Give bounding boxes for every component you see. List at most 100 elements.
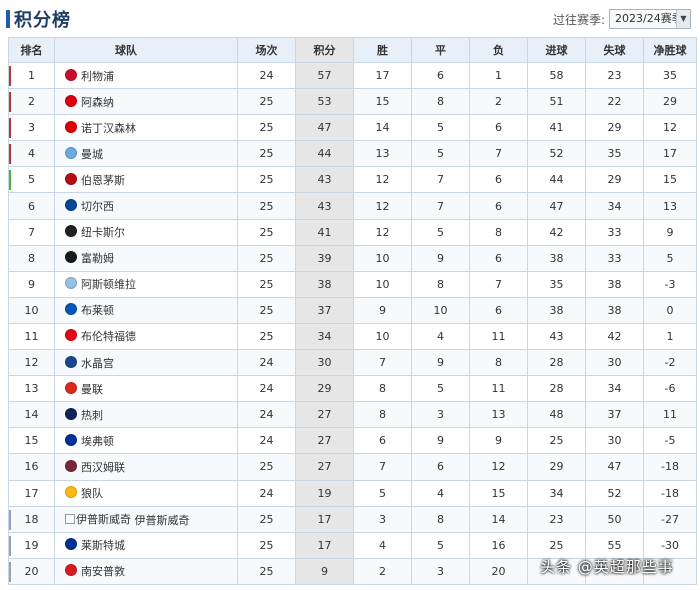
team-cell[interactable]: 曼联 <box>54 375 238 403</box>
table-row[interactable]: 3 诺丁汉森林 25 47 14 5 6 41 29 12 <box>8 114 697 142</box>
team-name[interactable]: 布伦特福德 <box>81 330 136 344</box>
team-name[interactable]: 切尔西 <box>81 200 114 214</box>
team-name[interactable]: 曼联 <box>81 382 103 396</box>
team-name[interactable]: 热刺 <box>81 408 103 422</box>
team-cell[interactable]: 埃弗顿 <box>54 427 238 455</box>
table-row[interactable]: 5 伯恩茅斯 25 43 12 7 6 44 29 15 <box>8 166 697 194</box>
goals-against-cell: 42 <box>585 322 644 351</box>
goals-for-cell: 51 <box>527 88 586 116</box>
team-cell[interactable]: 热刺 <box>54 401 238 429</box>
col-header-played[interactable]: 场次 <box>237 37 296 63</box>
rank-cell: 16 <box>8 453 55 481</box>
team-name[interactable]: 布莱顿 <box>81 304 114 318</box>
table-row[interactable]: 8 富勒姆 25 39 10 9 6 38 33 5 <box>8 244 697 272</box>
draws-cell: 3 <box>411 401 470 429</box>
team-name[interactable]: 莱斯特城 <box>81 539 125 553</box>
points-cell: 38 <box>295 270 354 298</box>
team-cell[interactable]: 伊普斯威奇 伊普斯威奇 <box>54 505 238 533</box>
team-name[interactable]: 埃弗顿 <box>81 434 114 448</box>
team-badge-icon <box>65 381 77 394</box>
table-row[interactable]: 1 利物浦 24 57 17 6 1 58 23 35 <box>8 61 697 90</box>
goal-diff-cell: 15 <box>643 166 697 194</box>
team-cell[interactable]: 伯恩茅斯 <box>54 166 238 194</box>
col-header-team[interactable]: 球队 <box>54 37 238 63</box>
team-name[interactable]: 阿斯顿维拉 <box>81 278 136 292</box>
points-cell: 39 <box>295 244 354 272</box>
team-name[interactable]: 狼队 <box>81 487 103 501</box>
col-header-goals-for[interactable]: 进球 <box>527 37 586 63</box>
team-cell[interactable]: 切尔西 <box>54 192 238 220</box>
team-badge-icon <box>65 146 77 159</box>
team-name[interactable]: 西汉姆联 <box>81 460 125 474</box>
table-row[interactable]: 11 布伦特福德 25 34 10 4 11 43 42 1 <box>8 322 697 351</box>
team-cell[interactable]: 布莱顿 <box>54 296 238 324</box>
team-badge-icon <box>65 538 77 551</box>
table-row[interactable]: 9 阿斯顿维拉 25 38 10 8 7 35 38 -3 <box>8 270 697 298</box>
team-cell[interactable]: 纽卡斯尔 <box>54 218 238 246</box>
table-row[interactable]: 2 阿森纳 25 53 15 8 2 51 22 29 <box>8 88 697 116</box>
draws-cell: 6 <box>411 61 470 90</box>
goal-diff-cell: -30 <box>643 531 697 559</box>
table-row[interactable]: 12 水晶宫 24 30 7 9 8 28 30 -2 <box>8 349 697 377</box>
table-row[interactable]: 20 南安普敦 25 9 2 3 20 <box>8 557 697 585</box>
team-name[interactable]: 利物浦 <box>81 69 114 83</box>
draws-cell: 9 <box>411 349 470 377</box>
goal-diff-cell: -18 <box>643 453 697 481</box>
col-header-points[interactable]: 积分 <box>295 37 354 63</box>
draws-cell: 10 <box>411 296 470 324</box>
points-cell: 43 <box>295 192 354 220</box>
season-select[interactable]: 2023/24赛季 ▼ <box>609 9 691 29</box>
team-cell[interactable]: 狼队 <box>54 479 238 507</box>
table-row[interactable]: 10 布莱顿 25 37 9 10 6 38 38 0 <box>8 296 697 324</box>
team-name[interactable]: 阿森纳 <box>81 95 114 109</box>
team-name[interactable]: 伯恩茅斯 <box>81 173 125 187</box>
goal-diff-cell: 11 <box>643 401 697 429</box>
played-cell: 25 <box>237 322 296 351</box>
team-cell[interactable]: 利物浦 <box>54 61 238 90</box>
table-row[interactable]: 15 埃弗顿 24 27 6 9 9 25 30 -5 <box>8 427 697 455</box>
table-header-row: 排名 球队 场次 积分 胜 平 负 进球 失球 净胜球 <box>8 37 697 63</box>
team-cell[interactable]: 阿斯顿维拉 <box>54 270 238 298</box>
team-name[interactable]: 富勒姆 <box>81 252 114 266</box>
goals-against-cell: 55 <box>585 531 644 559</box>
rank-cell: 13 <box>8 375 55 403</box>
col-header-losses[interactable]: 负 <box>469 37 528 63</box>
team-cell[interactable]: 曼城 <box>54 140 238 168</box>
table-row[interactable]: 13 曼联 24 29 8 5 11 28 34 -6 <box>8 375 697 403</box>
team-cell[interactable]: 莱斯特城 <box>54 531 238 559</box>
col-header-goals-against[interactable]: 失球 <box>585 37 644 63</box>
team-name[interactable]: 纽卡斯尔 <box>81 226 125 240</box>
col-header-goal-diff[interactable]: 净胜球 <box>643 37 697 63</box>
table-row[interactable]: 14 热刺 24 27 8 3 13 48 37 11 <box>8 401 697 429</box>
col-header-draws[interactable]: 平 <box>411 37 470 63</box>
table-row[interactable]: 6 切尔西 25 43 12 7 6 47 34 13 <box>8 192 697 220</box>
table-row[interactable]: 7 纽卡斯尔 25 41 12 5 8 42 33 9 <box>8 218 697 246</box>
rank-cell: 11 <box>8 322 55 351</box>
team-cell[interactable]: 西汉姆联 <box>54 453 238 481</box>
draws-cell: 5 <box>411 375 470 403</box>
table-row[interactable]: 19 莱斯特城 25 17 4 5 16 25 55 -30 <box>8 531 697 559</box>
draws-cell: 5 <box>411 531 470 559</box>
losses-cell: 7 <box>469 270 528 298</box>
points-cell: 53 <box>295 88 354 116</box>
losses-cell: 9 <box>469 427 528 455</box>
table-row[interactable]: 4 曼城 25 44 13 5 7 52 35 17 <box>8 140 697 168</box>
team-name[interactable]: 水晶宫 <box>81 356 114 370</box>
chevron-down-icon[interactable]: ▼ <box>676 10 690 28</box>
col-header-rank[interactable]: 排名 <box>8 37 55 63</box>
team-name[interactable]: 诺丁汉森林 <box>81 121 136 135</box>
team-cell[interactable]: 布伦特福德 <box>54 322 238 351</box>
team-cell[interactable]: 水晶宫 <box>54 349 238 377</box>
team-cell[interactable]: 富勒姆 <box>54 244 238 272</box>
table-row[interactable]: 18 伊普斯威奇 伊普斯威奇 25 17 3 8 14 23 50 -27 <box>8 505 697 533</box>
team-cell[interactable]: 南安普敦 <box>54 557 238 585</box>
table-row[interactable]: 16 西汉姆联 25 27 7 6 12 29 47 -18 <box>8 453 697 481</box>
team-cell[interactable]: 阿森纳 <box>54 88 238 116</box>
team-name[interactable]: 曼城 <box>81 147 103 161</box>
team-cell[interactable]: 诺丁汉森林 <box>54 114 238 142</box>
table-row[interactable]: 17 狼队 24 19 5 4 15 34 52 -18 <box>8 479 697 507</box>
team-name[interactable]: 伊普斯威奇 <box>134 513 190 527</box>
rank-value: 15 <box>24 434 39 448</box>
col-header-wins[interactable]: 胜 <box>353 37 412 63</box>
team-name[interactable]: 南安普敦 <box>81 565 125 579</box>
